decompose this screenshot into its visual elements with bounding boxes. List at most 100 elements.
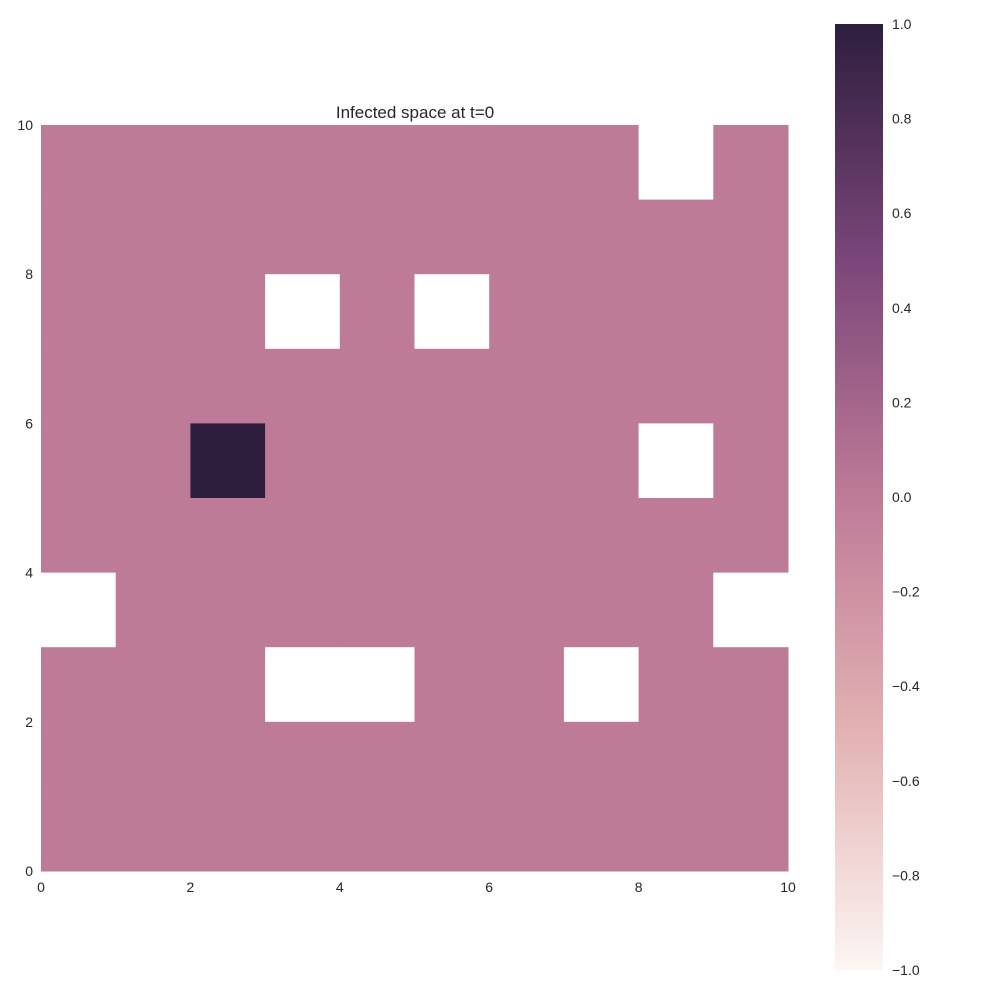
x-tick-label: 2 (187, 879, 195, 895)
heatmap-cell (489, 274, 565, 350)
heatmap-cell (638, 647, 714, 723)
heatmap-cell (339, 498, 415, 574)
colorbar-tick-label: 0.4 (892, 300, 912, 316)
y-tick-label: 6 (25, 415, 33, 431)
masked-cell (638, 423, 714, 499)
heatmap-cell (713, 125, 789, 201)
colorbar-ticks: 1.0 0.8 0.6 0.4 0.2 0.0 −0.2 −0.4 −0.6 −0.8 −1.0 (892, 16, 920, 978)
y-tick-label: 8 (25, 266, 33, 282)
heatmap-cell (563, 348, 640, 424)
heatmap-cell (265, 572, 341, 648)
heatmap-cell (638, 274, 714, 350)
heatmap-cell (41, 498, 117, 574)
x-tick-label: 4 (336, 879, 344, 895)
heatmap-cell (41, 796, 117, 872)
x-tick-label: 10 (780, 879, 796, 895)
colorbar-tick-label: −0.6 (892, 773, 920, 789)
heatmap-cell (115, 199, 191, 275)
heatmap-cell (190, 125, 266, 201)
colorbar-tick-label: 0.0 (892, 489, 912, 505)
heatmap-cell (265, 796, 341, 872)
heatmap-cell (190, 721, 266, 797)
heatmap-cell (489, 423, 565, 499)
heatmap-cell (115, 348, 191, 424)
heatmap-cell (638, 348, 714, 424)
y-tick-label: 0 (25, 863, 33, 879)
masked-cell (563, 647, 640, 723)
heatmap-cell (115, 423, 191, 499)
heatmap-cell (265, 199, 341, 275)
masked-cell (339, 647, 415, 723)
heatmap-cell (115, 647, 191, 723)
heatmap-cell (115, 572, 191, 648)
heatmap-cell (265, 125, 341, 201)
x-tick-label: 0 (37, 879, 45, 895)
heatmap-cell (713, 498, 789, 574)
heatmap-cell (265, 423, 341, 499)
masked-cell (414, 274, 490, 350)
heatmap-cells (41, 125, 789, 872)
colorbar-tick-label: 0.6 (892, 205, 912, 221)
heatmap-cell (713, 348, 789, 424)
heatmap-cell (489, 498, 565, 574)
heatmap-cell (489, 572, 565, 648)
heatmap-cell (41, 274, 117, 350)
heatmap-cell (713, 647, 789, 723)
heatmap-cell (339, 199, 415, 275)
heatmap-cell (339, 348, 415, 424)
heatmap-cell (563, 572, 640, 648)
heatmap-cell (414, 348, 490, 424)
heatmap-cell (41, 647, 117, 723)
heatmap-cell (414, 572, 490, 648)
heatmap-cell (115, 796, 191, 872)
heatmap-cell (41, 721, 117, 797)
heatmap-cell (190, 647, 266, 723)
heatmap-cell (190, 796, 266, 872)
heatmap-cell (115, 125, 191, 201)
y-tick-label: 10 (17, 117, 33, 133)
colorbar-tick-label: −0.2 (892, 584, 920, 600)
heatmap-cell (563, 796, 640, 872)
heatmap-cell (489, 647, 565, 723)
heatmap-cell (190, 199, 266, 275)
heatmap-cell (489, 125, 565, 201)
heatmap-cell (713, 274, 789, 350)
colorbar-tick-label: 1.0 (892, 16, 912, 32)
heatmap-cell (339, 125, 415, 201)
heatmap-cell (638, 796, 714, 872)
heatmap-cell (339, 274, 415, 350)
heatmap-cell (190, 274, 266, 350)
heatmap-cell (489, 721, 565, 797)
masked-cell (638, 125, 714, 201)
heatmap-cell (563, 199, 640, 275)
heatmap-cell (489, 348, 565, 424)
heatmap-cell (414, 125, 490, 201)
heatmap-cell (265, 721, 341, 797)
colorbar-tick-label: 0.2 (892, 394, 912, 410)
colorbar-tick-label: −0.4 (892, 678, 920, 694)
heatmap-cell (339, 796, 415, 872)
heatmap-cell (563, 274, 640, 350)
masked-cell (265, 647, 341, 723)
colorbar (835, 24, 883, 970)
heatmap-cell (713, 199, 789, 275)
heatmap-cell (563, 423, 640, 499)
heatmap-cell (638, 498, 714, 574)
heatmap-cell (41, 199, 117, 275)
heatmap-cell (190, 498, 266, 574)
heatmap-cell (41, 348, 117, 424)
heatmap-cell (638, 572, 714, 648)
masked-cell (713, 572, 789, 648)
heatmap-cell (489, 796, 565, 872)
heatmap-cell (414, 423, 490, 499)
heatmap-cell (638, 721, 714, 797)
heatmap-cell (414, 721, 490, 797)
colorbar-tick-label: −0.8 (892, 867, 920, 883)
heatmap-cell (713, 796, 789, 872)
heatmap-cell (339, 721, 415, 797)
heatmap-cell (339, 572, 415, 648)
heatmap-cell (265, 348, 341, 424)
heatmap-cell (489, 199, 565, 275)
x-tick-label: 8 (635, 879, 643, 895)
